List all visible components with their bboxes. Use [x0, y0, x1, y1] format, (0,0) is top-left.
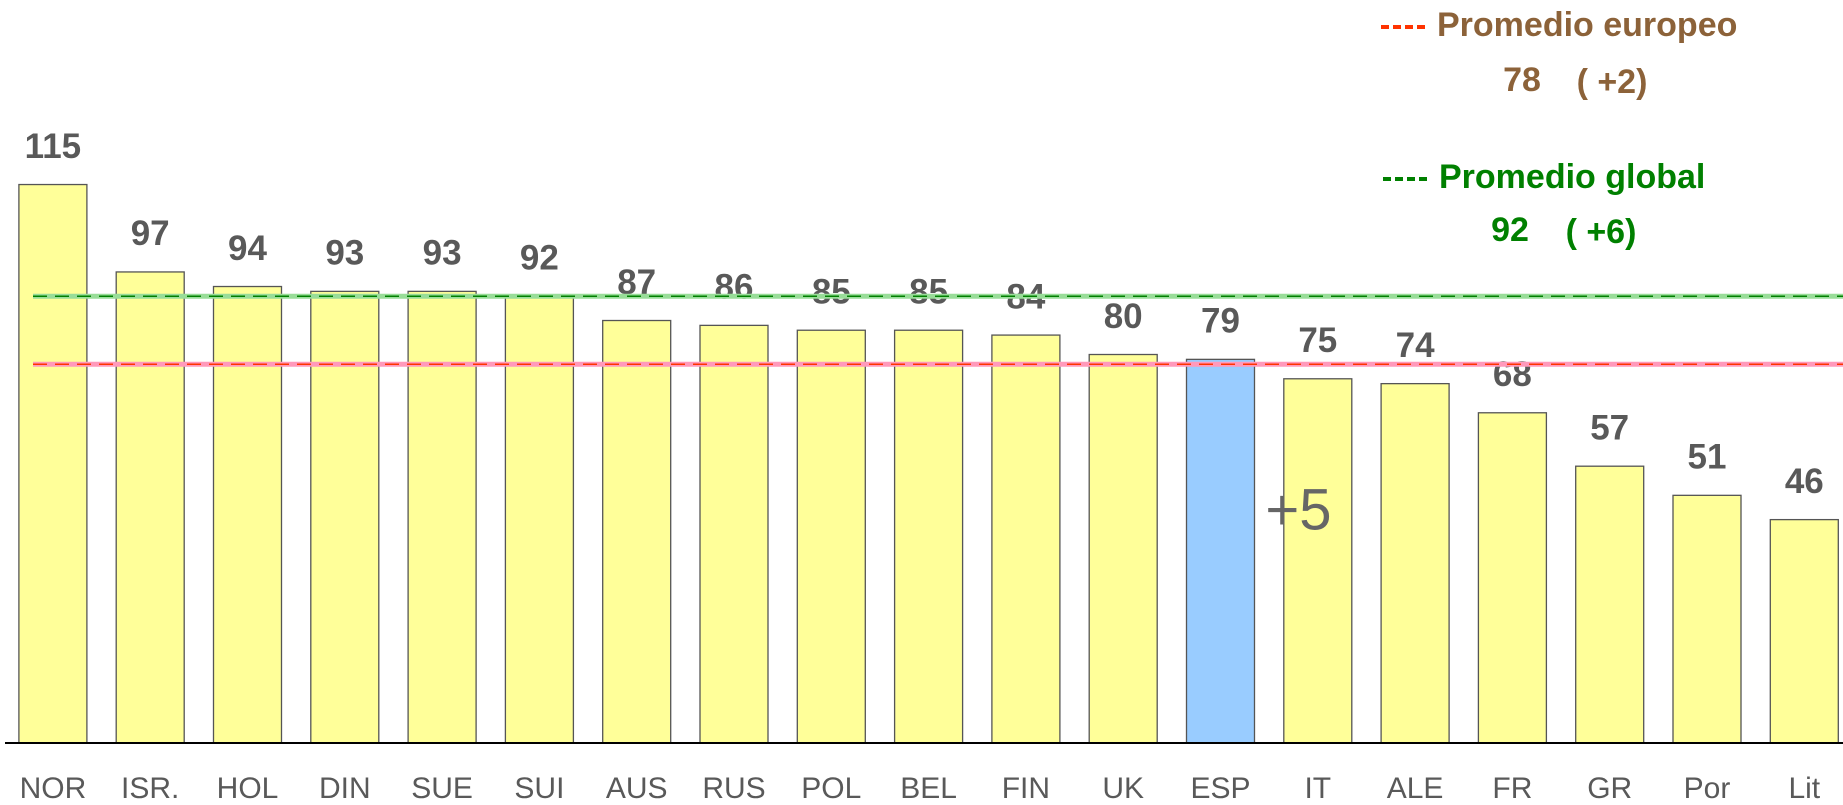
x-tick-label: ESP	[1190, 772, 1250, 805]
bar	[18, 183, 88, 744]
bar	[504, 295, 575, 744]
legend-change: ( +6)	[1566, 213, 1637, 251]
value-label: 86	[715, 268, 754, 307]
bar	[1769, 518, 1839, 744]
value-label: 97	[131, 214, 170, 253]
x-tick-label: NOR	[20, 772, 87, 805]
x-tick-label: DIN	[319, 772, 371, 805]
value-label: 94	[228, 229, 267, 268]
bar	[602, 319, 672, 744]
bar	[407, 290, 477, 744]
x-tick-label: FR	[1492, 772, 1532, 805]
bar	[991, 334, 1061, 744]
value-label: 46	[1785, 462, 1824, 501]
x-tick-label: HOL	[217, 772, 279, 805]
x-tick-label: ALE	[1387, 772, 1444, 805]
legend-value: 92	[1491, 211, 1529, 249]
bar	[893, 329, 964, 744]
value-label: 75	[1298, 321, 1337, 360]
bar	[1185, 358, 1256, 744]
legend-label: Promedio global	[1439, 158, 1705, 196]
bar	[699, 324, 769, 744]
legend-change: ( +2)	[1577, 63, 1648, 101]
bar	[310, 290, 380, 744]
x-tick-label: RUS	[702, 772, 765, 805]
x-tick-label: BEL	[900, 772, 957, 805]
value-label: 74	[1396, 326, 1435, 365]
value-label: 115	[25, 127, 81, 166]
x-tick-label: FIN	[1002, 772, 1050, 805]
value-label: 93	[325, 234, 364, 273]
x-tick-label: POL	[801, 772, 861, 805]
bar	[796, 329, 866, 744]
x-tick-label: SUI	[514, 772, 564, 805]
bar	[1477, 412, 1548, 744]
annotation: +5	[1265, 477, 1331, 542]
bar	[212, 285, 283, 744]
bar	[1380, 382, 1450, 744]
value-label: 57	[1590, 408, 1629, 447]
legend-value: 78	[1503, 61, 1541, 99]
bar	[1672, 494, 1742, 744]
value-label: 79	[1201, 302, 1240, 341]
x-tick-label: IT	[1304, 772, 1331, 805]
x-tick-label: GR	[1587, 772, 1632, 805]
x-tick-label: Lit	[1788, 772, 1820, 805]
value-label: 80	[1104, 297, 1143, 336]
bar	[1575, 465, 1645, 744]
value-label: 68	[1493, 355, 1532, 394]
x-tick-label: UK	[1102, 772, 1144, 805]
value-label: 85	[812, 272, 851, 311]
legend-label: Promedio europeo	[1437, 6, 1737, 44]
x-tick-label: ISR.	[121, 772, 179, 805]
x-tick-label: SUE	[411, 772, 473, 805]
value-label: 51	[1688, 438, 1727, 477]
value-label: 85	[909, 272, 948, 311]
bar	[1088, 353, 1158, 744]
x-tick-label: Por	[1684, 772, 1731, 805]
value-label: 92	[520, 238, 559, 277]
bar	[1283, 378, 1353, 744]
bar	[115, 271, 185, 744]
x-tick-label: AUS	[606, 772, 668, 805]
value-label: 93	[423, 234, 462, 273]
